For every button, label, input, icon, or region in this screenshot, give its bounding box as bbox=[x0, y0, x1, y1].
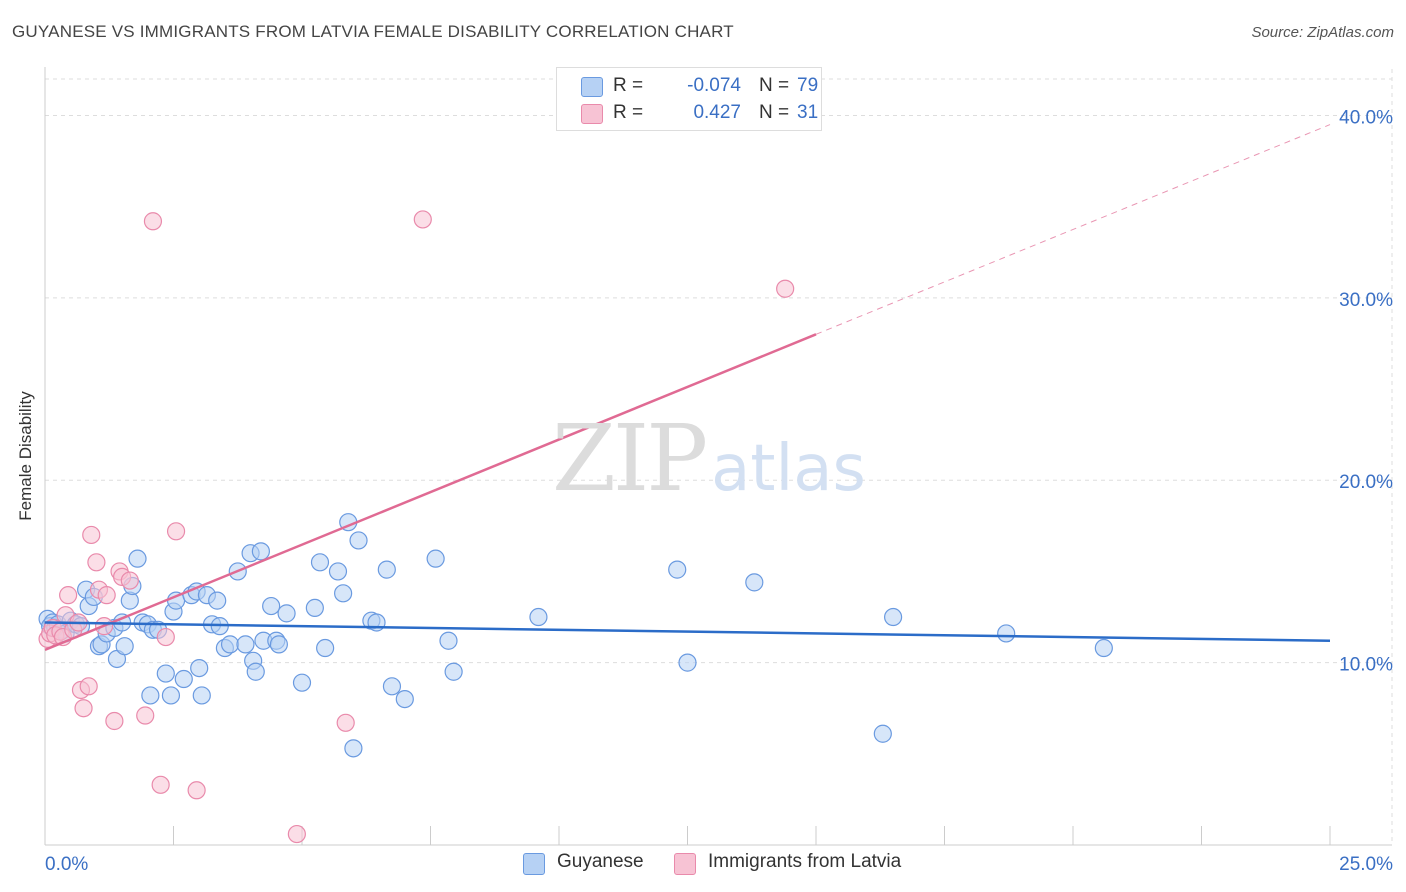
point-guyanese bbox=[668, 560, 687, 579]
point-guyanese bbox=[305, 598, 324, 618]
y-tick-label: 40.0% bbox=[1339, 107, 1393, 128]
point-latvia bbox=[97, 586, 116, 605]
source-credit: Source: ZipAtlas.com bbox=[1251, 24, 1394, 41]
point-guyanese bbox=[190, 658, 209, 678]
legend-label-guyanese: Guyanese bbox=[557, 851, 644, 872]
legend-r-value: -0.074 bbox=[687, 75, 741, 96]
point-guyanese bbox=[246, 662, 265, 681]
legend-r-label: R = bbox=[613, 102, 644, 123]
point-guyanese bbox=[382, 677, 402, 696]
point-latvia bbox=[413, 210, 432, 229]
point-guyanese bbox=[377, 560, 396, 579]
legend-n-label: N = bbox=[759, 75, 790, 96]
legend-n-label: N = bbox=[759, 102, 790, 123]
point-guyanese bbox=[426, 549, 445, 568]
correlation-legend: R = -0.074 N = 79 R = 0.427 N = 31 bbox=[556, 67, 822, 131]
legend-label-latvia: Immigrants from Latvia bbox=[708, 851, 902, 872]
grid-lines bbox=[45, 69, 1393, 845]
point-guyanese bbox=[344, 739, 363, 758]
point-latvia bbox=[105, 711, 124, 731]
point-guyanese bbox=[141, 686, 160, 705]
x-tick-label: 0.0% bbox=[45, 854, 88, 875]
point-latvia bbox=[156, 627, 175, 647]
legend-r-value: 0.427 bbox=[693, 102, 741, 123]
point-guyanese bbox=[1094, 638, 1113, 658]
point-guyanese bbox=[262, 596, 281, 616]
y-tick-label: 30.0% bbox=[1339, 290, 1393, 311]
legend-swatch-guyanese bbox=[581, 77, 603, 97]
point-latvia bbox=[187, 781, 206, 800]
legend-n-value: 31 bbox=[797, 102, 819, 123]
axes bbox=[44, 67, 1392, 846]
point-latvia bbox=[82, 525, 101, 545]
point-guyanese bbox=[873, 724, 892, 743]
trend-lines bbox=[815, 124, 1331, 335]
legend-r-label: R = bbox=[613, 75, 644, 96]
point-latvia bbox=[143, 212, 163, 231]
point-guyanese bbox=[156, 664, 175, 683]
point-latvia bbox=[336, 713, 355, 732]
tick-labels: 10.0% 20.0% 30.0% 40.0% 0.0% 25.0% bbox=[45, 107, 1393, 875]
point-guyanese bbox=[292, 673, 312, 692]
point-guyanese bbox=[192, 686, 211, 705]
point-latvia bbox=[776, 279, 795, 298]
y-axis-label: Female Disability bbox=[16, 391, 35, 521]
point-guyanese bbox=[236, 635, 255, 654]
point-latvia bbox=[166, 522, 186, 541]
point-guyanese bbox=[529, 607, 548, 627]
point-latvia bbox=[79, 677, 98, 696]
trend-line-latvia-extension bbox=[815, 124, 1331, 335]
point-guyanese bbox=[395, 689, 414, 709]
point-guyanese bbox=[439, 631, 458, 650]
point-guyanese bbox=[883, 607, 903, 627]
point-guyanese bbox=[251, 542, 270, 561]
chart-title: GUYANESE VS IMMIGRANTS FROM LATVIA FEMAL… bbox=[12, 22, 734, 41]
point-latvia bbox=[120, 571, 139, 590]
point-latvia bbox=[87, 553, 106, 572]
point-guyanese bbox=[349, 531, 368, 550]
data-points bbox=[38, 210, 1331, 844]
y-tick-label: 20.0% bbox=[1339, 472, 1393, 493]
point-guyanese bbox=[745, 573, 764, 592]
point-guyanese bbox=[997, 624, 1016, 643]
x-tick-label: 25.0% bbox=[1339, 854, 1393, 875]
legend-swatch-latvia bbox=[581, 104, 603, 124]
point-guyanese bbox=[328, 562, 348, 581]
point-guyanese bbox=[161, 686, 181, 705]
point-guyanese bbox=[678, 653, 697, 672]
point-guyanese bbox=[310, 553, 330, 572]
point-latvia bbox=[74, 699, 93, 718]
point-guyanese bbox=[220, 635, 240, 654]
point-guyanese bbox=[128, 549, 147, 568]
point-guyanese bbox=[316, 638, 335, 658]
point-latvia bbox=[59, 586, 78, 605]
point-guyanese bbox=[174, 669, 193, 689]
trend-line-guyanese bbox=[44, 621, 1331, 642]
y-tick-label: 10.0% bbox=[1339, 655, 1393, 676]
point-guyanese bbox=[334, 584, 353, 603]
point-guyanese bbox=[115, 637, 134, 656]
point-latvia bbox=[287, 824, 306, 844]
point-guyanese bbox=[444, 662, 463, 681]
legend-swatch-guyanese bbox=[523, 853, 545, 875]
trend-line-latvia bbox=[44, 333, 817, 652]
point-latvia bbox=[136, 706, 155, 725]
point-guyanese bbox=[277, 604, 296, 623]
point-latvia bbox=[151, 775, 170, 794]
point-guyanese bbox=[269, 635, 288, 654]
point-guyanese bbox=[208, 591, 227, 610]
legend-n-value: 79 bbox=[797, 75, 819, 96]
legend-swatch-latvia bbox=[674, 853, 696, 875]
